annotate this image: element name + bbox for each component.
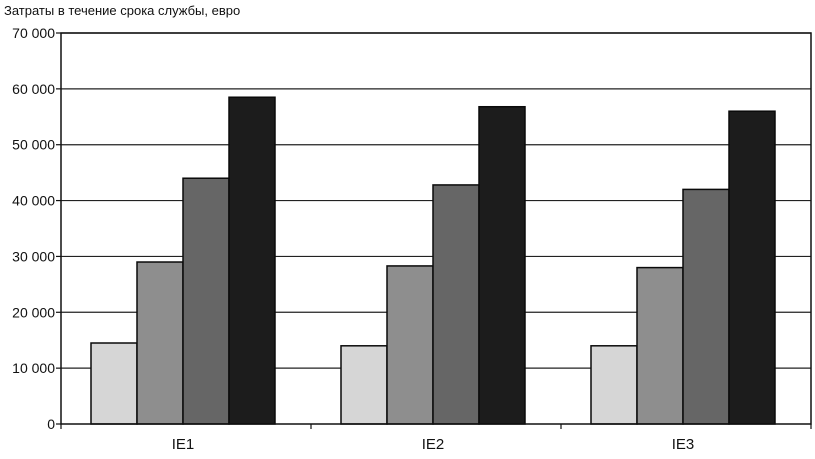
- bar-ie1-series-2: [136, 261, 184, 425]
- chart-title: Затраты в течение срока службы, евро: [4, 3, 240, 18]
- bar-ie3-series-1: [590, 345, 638, 425]
- bar-ie1-series-1: [90, 342, 138, 425]
- bar-ie2-series-2: [386, 265, 434, 425]
- bar-ie2-series-1: [340, 345, 388, 425]
- plot-frame: [60, 32, 812, 425]
- bar-ie2-series-4: [478, 105, 526, 425]
- y-tick-label: 0: [47, 416, 55, 432]
- y-tick-label: 10 000: [12, 360, 55, 376]
- bar-ie1-series-3: [182, 177, 230, 425]
- y-tick-label: 50 000: [12, 137, 55, 153]
- bars: [90, 96, 776, 425]
- y-tick-label: 20 000: [12, 304, 55, 320]
- x-category-label: IE1: [172, 436, 195, 453]
- bar-ie3-series-2: [636, 266, 684, 425]
- y-tick-label: 30 000: [12, 248, 55, 264]
- y-axis: 0 10 000 20 000 30 000 40 000 50 000 60 000 70 …: [12, 25, 61, 432]
- bar-ie3-series-3: [682, 188, 730, 425]
- y-tick-label: 40 000: [12, 193, 55, 209]
- x-axis: IE1 IE2 IE3: [60, 424, 812, 453]
- bar-ie2-series-3: [432, 184, 480, 425]
- bar-ie1-series-4: [228, 96, 276, 425]
- x-category-label: IE3: [672, 436, 695, 453]
- y-tick-label: 60 000: [12, 81, 55, 97]
- bar-ie3-series-4: [728, 110, 776, 425]
- y-tick-label: 70 000: [12, 25, 55, 41]
- x-category-label: IE2: [422, 436, 445, 453]
